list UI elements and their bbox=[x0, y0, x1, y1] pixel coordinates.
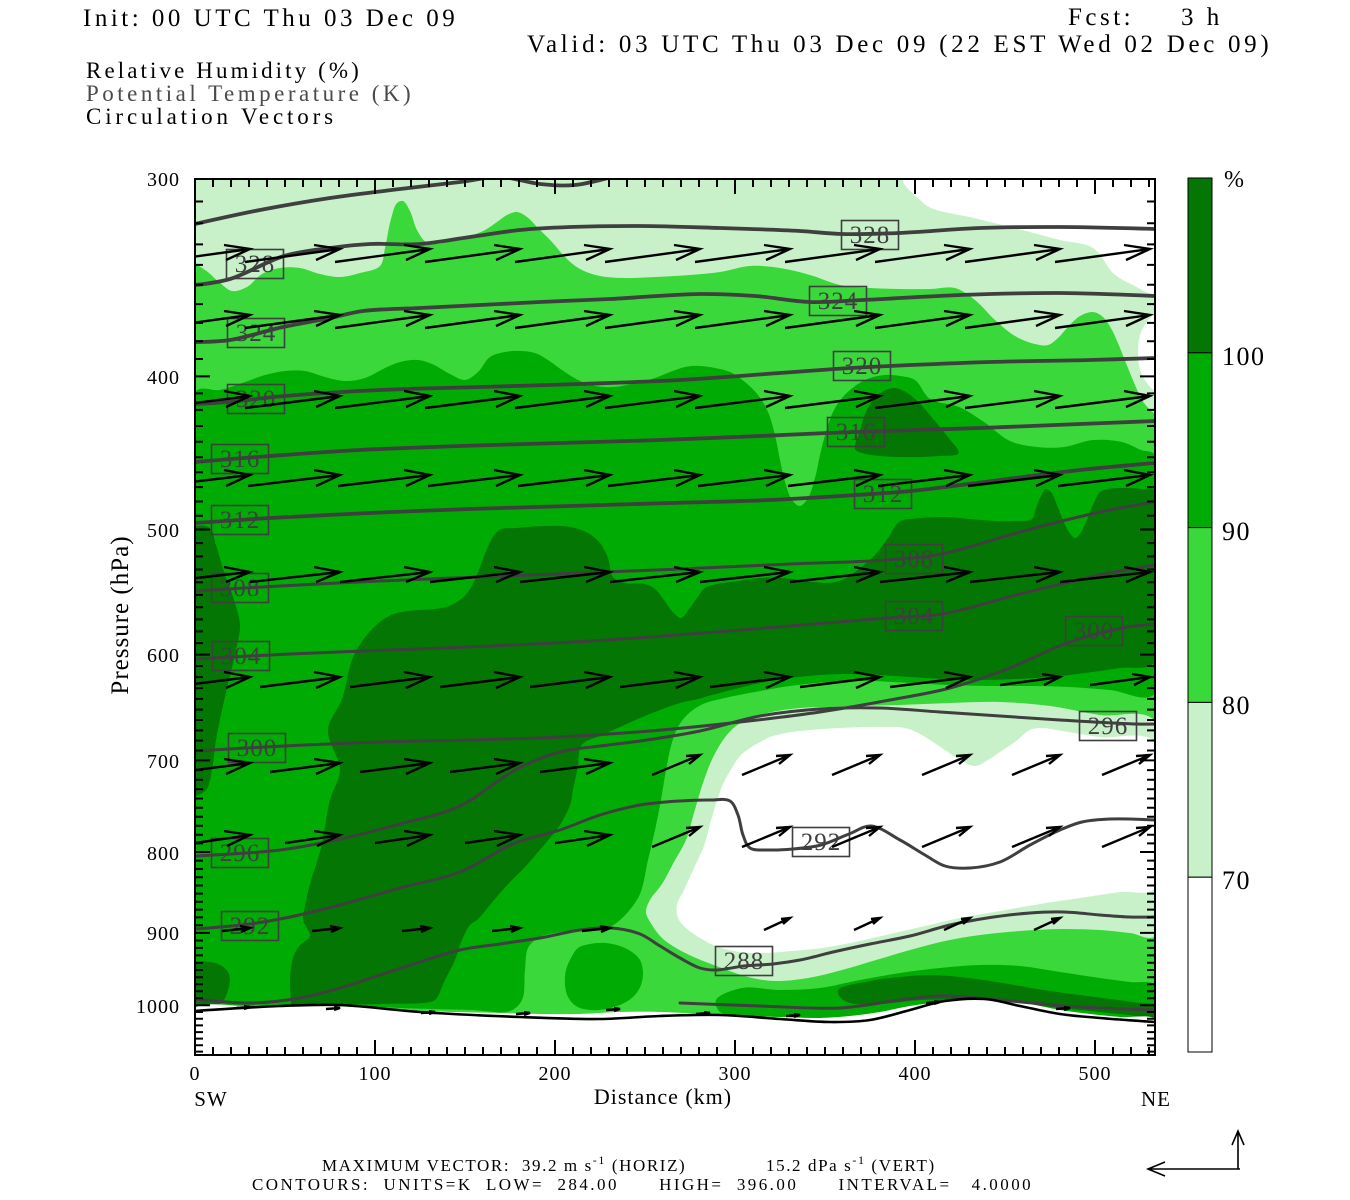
svg-text:304: 304 bbox=[221, 643, 262, 670]
svg-text:Distance (km): Distance (km) bbox=[594, 1084, 732, 1109]
svg-text:Valid: 03 UTC Thu 03 Dec 09 (2: Valid: 03 UTC Thu 03 Dec 09 (22 EST Wed … bbox=[527, 31, 1272, 58]
svg-text:Fcst:: Fcst: bbox=[1068, 4, 1134, 31]
svg-text:Relative Humidity (%): Relative Humidity (%) bbox=[86, 58, 362, 83]
svg-text:3 h: 3 h bbox=[1181, 4, 1223, 31]
svg-text:100: 100 bbox=[1222, 342, 1266, 371]
svg-text:15.2 dPa s-1 (VERT): 15.2 dPa s-1 (VERT) bbox=[766, 1153, 936, 1175]
svg-text:288: 288 bbox=[724, 948, 765, 975]
svg-text:80: 80 bbox=[1222, 691, 1251, 720]
svg-text:400: 400 bbox=[899, 1063, 932, 1085]
svg-text:308: 308 bbox=[220, 575, 261, 602]
svg-text:0: 0 bbox=[190, 1063, 201, 1085]
svg-text:70: 70 bbox=[1222, 866, 1251, 895]
svg-text:Circulation Vectors: Circulation Vectors bbox=[86, 104, 337, 129]
svg-text:300: 300 bbox=[1074, 618, 1115, 645]
svg-text:308: 308 bbox=[894, 546, 935, 573]
svg-text:SW: SW bbox=[194, 1087, 228, 1111]
svg-text:1000: 1000 bbox=[136, 996, 180, 1018]
svg-text:328: 328 bbox=[235, 251, 276, 278]
svg-text:316: 316 bbox=[836, 419, 877, 446]
svg-text:500: 500 bbox=[147, 520, 180, 542]
svg-text:500: 500 bbox=[1079, 1063, 1112, 1085]
svg-text:292: 292 bbox=[230, 913, 271, 940]
svg-text:100: 100 bbox=[359, 1063, 392, 1085]
svg-text:300: 300 bbox=[719, 1063, 752, 1085]
svg-text:700: 700 bbox=[147, 751, 180, 773]
svg-text:800: 800 bbox=[147, 843, 180, 865]
svg-text:320: 320 bbox=[842, 353, 883, 380]
svg-text:900: 900 bbox=[147, 923, 180, 945]
svg-text:316: 316 bbox=[220, 446, 261, 473]
svg-text:324: 324 bbox=[818, 288, 859, 315]
svg-text:300: 300 bbox=[147, 169, 180, 191]
svg-text:90: 90 bbox=[1222, 517, 1251, 546]
svg-text:296: 296 bbox=[220, 840, 261, 867]
svg-text:Init: 00 UTC Thu 03 Dec 09: Init: 00 UTC Thu 03 Dec 09 bbox=[83, 5, 458, 32]
svg-text:200: 200 bbox=[539, 1063, 572, 1085]
svg-text:292: 292 bbox=[801, 829, 842, 856]
svg-text:312: 312 bbox=[220, 507, 261, 534]
svg-text:Pressure (hPa): Pressure (hPa) bbox=[107, 535, 134, 694]
svg-text:600: 600 bbox=[147, 645, 180, 667]
svg-text:296: 296 bbox=[1088, 713, 1129, 740]
svg-text:NE: NE bbox=[1141, 1087, 1171, 1111]
svg-text:300: 300 bbox=[237, 735, 278, 762]
svg-text:Potential Temperature (K): Potential Temperature (K) bbox=[86, 81, 414, 106]
svg-text:400: 400 bbox=[147, 367, 180, 389]
svg-text:304: 304 bbox=[894, 603, 935, 630]
svg-text:CONTOURS: UNITS=K LOW= 284.: CONTOURS: UNITS=K LOW= 284.00 HIGH= 396.… bbox=[252, 1175, 1033, 1194]
svg-text:MAXIMUM VECTOR: 39.2 m s-1 (H: MAXIMUM VECTOR: 39.2 m s-1 (HORIZ) bbox=[322, 1153, 686, 1175]
svg-text:%: % bbox=[1224, 167, 1244, 193]
